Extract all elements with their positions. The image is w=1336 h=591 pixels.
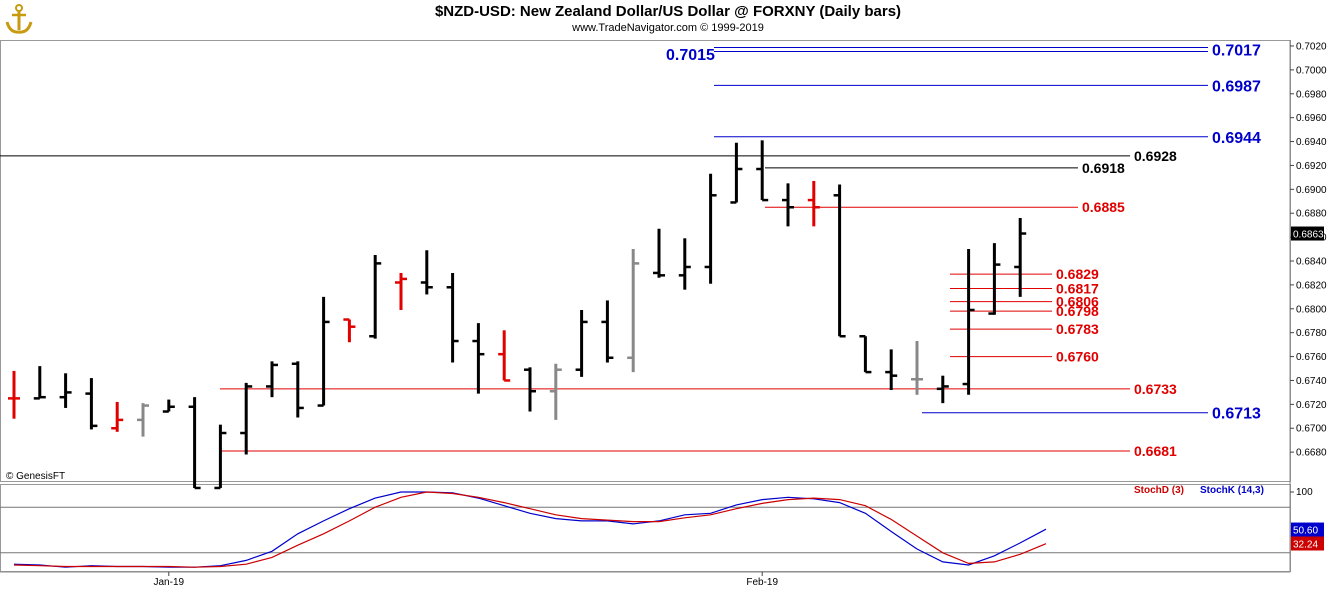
y-tick-label: 0.6980 [1296,89,1327,100]
ohlc-bar [8,370,20,419]
stoch-d-title: StochD (3) [1134,485,1184,496]
ohlc-bar [33,366,46,400]
ohlc-bar [343,318,356,343]
ohlc-bar [524,367,536,412]
level-label-0.7017: 0.7017 [1212,43,1261,60]
ohlc-bar [162,399,175,413]
ohlc-bar [859,335,872,374]
ohlc-bar [988,243,1001,315]
y-tick-label: 0.6840 [1296,257,1327,268]
chart-title: $NZD-USD: New Zealand Dollar/US Dollar @… [434,3,902,20]
ohlc-bar [1014,217,1027,297]
level-label-0.6733: 0.6733 [1134,381,1177,397]
ohlc-bar [807,180,820,227]
y-tick-label: 0.6780 [1296,328,1327,339]
stoch-d-last-box [1291,536,1324,551]
level-label-0.7015: 0.7015 [666,47,715,64]
y-tick-label: 0.6880 [1296,209,1327,220]
ohlc-bar [756,140,769,202]
chart-subtitle: www.TradeNavigator.com © 1999-2019 [572,22,764,34]
ohlc-bar [420,250,433,295]
y-tick-label: 0.7020 [1296,41,1327,52]
stoch-k-last-box [1291,522,1324,537]
stoch-k-last-label: 50.60 [1293,526,1318,537]
ohlc-bar [240,382,253,455]
ohlc-bar [317,296,330,407]
level-label-0.6885: 0.6885 [1082,199,1125,215]
last-price-label: 0.6863 [1293,230,1324,241]
ohlc-bar [911,341,923,395]
stoch-panel-frame [0,484,1291,572]
ohlc-bar [111,401,124,432]
ohlc-bar [575,309,588,377]
level-label-0.6760: 0.6760 [1056,349,1099,365]
ohlc-bar [833,184,846,338]
level-label-0.6944: 0.6944 [1212,130,1261,147]
ohlc-bar [885,349,898,391]
level-label-0.6987: 0.6987 [1212,78,1261,95]
ohlc-bar [962,249,975,395]
ohlc-bar [782,183,794,227]
ohlc-bar [549,363,562,420]
ohlc-bar [266,361,278,398]
level-label-0.6817: 0.6817 [1056,280,1099,296]
ohlc-bar [936,375,949,404]
level-label-0.6928: 0.6928 [1134,148,1177,164]
ohlc-bar [601,300,614,363]
level-label-0.6798: 0.6798 [1056,303,1099,319]
ohlc-bar [395,272,407,310]
ohlc-bar [137,403,149,437]
y-tick-label: 0.6900 [1296,185,1327,196]
x-tick-label: Jan-19 [154,577,185,588]
stoch-y-tick-label: 100 [1296,487,1313,498]
copyright-text: © GenesisFT [6,471,65,482]
ohlc-bar [188,397,201,490]
stoch-d-last-label: 32.24 [1293,539,1318,550]
last-price-box [1291,226,1324,241]
y-tick-label: 0.6760 [1296,352,1327,363]
level-label-0.6681: 0.6681 [1134,443,1177,459]
level-label-0.6783: 0.6783 [1056,321,1099,337]
ohlc-bar [730,142,743,204]
y-tick-label: 0.6920 [1296,161,1327,172]
y-tick-label: 0.6960 [1296,113,1327,124]
level-label-0.6918: 0.6918 [1082,160,1125,176]
y-tick-label: 0.6720 [1296,400,1327,411]
ohlc-bar [704,173,717,284]
y-tick-label: 0.6940 [1296,137,1327,148]
stoch-line-d [13,491,1047,568]
ohlc-bar [446,272,459,363]
level-label-0.6806: 0.6806 [1056,294,1099,310]
ohlc-bar [291,361,304,418]
stoch-k-title: StochK (14,3) [1200,485,1264,496]
ohlc-bar [59,373,72,408]
ohlc-bar [214,424,227,490]
ohlc-bar [85,378,98,430]
y-tick-label: 0.6740 [1296,376,1327,387]
y-tick-label: 0.7000 [1296,65,1327,76]
ohlc-bar [369,255,382,339]
anchor-logo-icon [2,2,36,41]
y-tick-label: 0.6820 [1296,280,1327,291]
x-tick-label: Feb-19 [746,577,778,588]
y-tick-label: 0.6700 [1296,424,1327,435]
y-tick-label: 0.6680 [1296,448,1327,459]
level-label-0.6829: 0.6829 [1056,266,1099,282]
ohlc-bar [472,323,485,394]
ohlc-bar [653,228,665,278]
ohlc-bar [678,238,691,290]
y-tick-label: 0.6800 [1296,304,1327,315]
level-label-0.6713: 0.6713 [1212,406,1261,423]
stoch-line-k [13,491,1047,568]
ohlc-bar [498,330,511,382]
ohlc-bar [627,249,640,373]
